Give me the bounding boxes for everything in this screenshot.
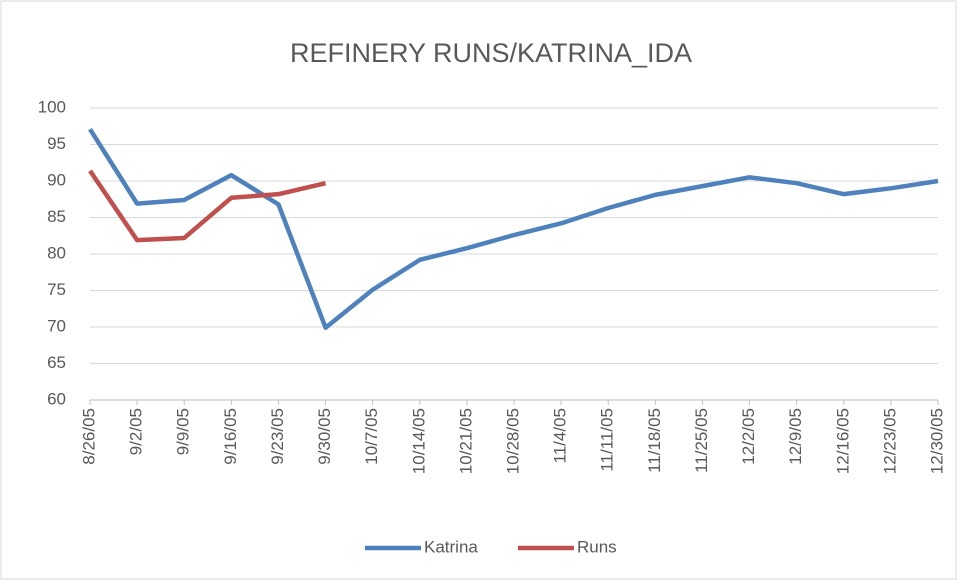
x-tick-label: 11/18/05 xyxy=(645,408,664,473)
x-tick-label: 8/26/05 xyxy=(79,408,98,465)
x-tick-label: 9/16/05 xyxy=(221,408,240,465)
y-tick-label: 70 xyxy=(47,316,66,335)
x-tick-label: 9/9/05 xyxy=(174,408,193,455)
legend-label: Runs xyxy=(577,537,617,556)
y-tick-label: 65 xyxy=(47,353,66,372)
x-tick-label: 12/16/05 xyxy=(833,408,852,474)
y-tick-label: 75 xyxy=(47,280,66,299)
y-tick-label: 85 xyxy=(47,207,66,226)
x-tick-label: 12/2/05 xyxy=(739,408,758,465)
x-tick-label: 9/2/05 xyxy=(127,408,146,455)
legend-label: Katrina xyxy=(424,537,478,556)
x-tick-label: 9/30/05 xyxy=(315,408,334,465)
x-tick-label: 11/25/05 xyxy=(692,408,711,473)
series-line xyxy=(88,169,327,243)
y-tick-label: 60 xyxy=(47,389,66,408)
y-tick-label: 95 xyxy=(47,134,66,153)
x-tick-label: 9/23/05 xyxy=(268,408,287,465)
x-tick-label: 12/9/05 xyxy=(786,408,805,465)
x-tick-label: 10/7/05 xyxy=(362,408,381,465)
x-tick-label: 10/14/05 xyxy=(409,408,428,474)
x-tick-label: 12/30/05 xyxy=(927,408,946,474)
y-tick-label: 100 xyxy=(38,97,66,116)
series-line xyxy=(88,127,939,330)
x-tick-label: 12/23/05 xyxy=(880,408,899,474)
x-tick-label: 10/28/05 xyxy=(503,408,522,474)
chart-title: REFINERY RUNS/KATRINA_IDA xyxy=(290,38,692,68)
x-tick-label: 11/4/05 xyxy=(551,408,570,463)
y-tick-label: 80 xyxy=(47,243,66,262)
x-tick-label: 10/21/05 xyxy=(456,408,475,474)
y-tick-label: 90 xyxy=(47,170,66,189)
x-tick-label: 11/11/05 xyxy=(598,408,617,472)
